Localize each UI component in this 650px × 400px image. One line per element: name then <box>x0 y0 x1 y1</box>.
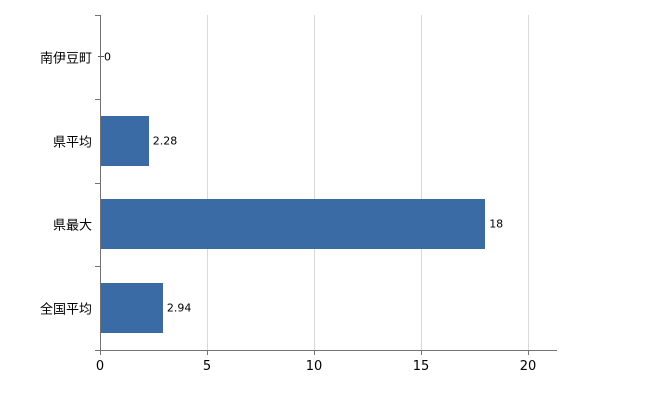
x-tick-label: 15 <box>412 359 430 374</box>
bar <box>100 199 486 250</box>
gridline <box>421 15 422 350</box>
category-label: 全国平均 <box>39 302 92 318</box>
y-axis-tick <box>95 98 100 100</box>
x-axis-line <box>100 350 557 351</box>
bar <box>98 56 104 58</box>
category-label: 県最大 <box>52 218 92 234</box>
value-label: 0 <box>104 50 111 64</box>
bar <box>100 115 149 166</box>
bar <box>100 283 163 334</box>
y-axis-tick <box>95 182 100 184</box>
gridline <box>207 15 208 350</box>
x-tick-label: 5 <box>202 359 212 374</box>
gridline <box>528 15 529 350</box>
y-axis-line <box>100 15 101 350</box>
x-axis-tick <box>421 350 422 355</box>
y-axis-tick <box>95 266 100 268</box>
x-axis-tick <box>207 350 208 355</box>
y-axis-tick <box>95 350 100 351</box>
y-axis-tick <box>95 15 100 16</box>
gridline <box>314 15 315 350</box>
value-label: 18 <box>489 217 504 231</box>
value-label: 2.28 <box>152 134 178 148</box>
category-label: 南伊豆町 <box>39 51 92 67</box>
x-axis-tick <box>100 350 101 355</box>
x-tick-label: 0 <box>95 359 105 374</box>
category-label: 県平均 <box>52 135 92 151</box>
x-tick-label: 20 <box>519 359 537 374</box>
value-label: 2.94 <box>166 301 192 315</box>
x-axis-tick <box>314 350 315 355</box>
x-axis-tick <box>528 350 529 355</box>
x-tick-label: 10 <box>305 359 323 374</box>
